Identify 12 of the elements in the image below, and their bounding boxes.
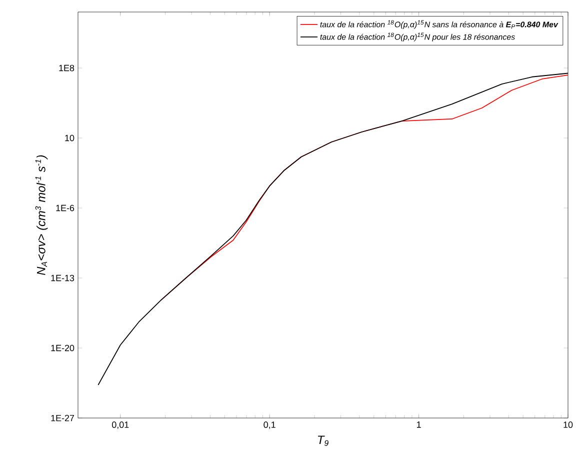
y-tick-label: 10 xyxy=(65,134,74,142)
y-tick-label: 1E8 xyxy=(59,64,74,72)
x-axis-title: T$_{9}$ xyxy=(318,436,328,446)
x-tick-label: 0,1 xyxy=(264,422,276,429)
y-tick-label: 1E-6 xyxy=(56,204,74,212)
x-tick-label: 1 xyxy=(416,422,421,428)
x-tick-label: 0,01 xyxy=(112,422,129,429)
text: N$_{A}$<σv> (cm$^{3}$ mol$^{-1}$ s$^{-1}$) xyxy=(35,155,48,276)
y-tick-label: 1E-20 xyxy=(51,344,74,352)
y-tick-label: 1E-13 xyxy=(51,274,74,282)
x-tick-label: 10 xyxy=(564,422,573,428)
y-tick-label: 1E-27 xyxy=(51,414,74,422)
